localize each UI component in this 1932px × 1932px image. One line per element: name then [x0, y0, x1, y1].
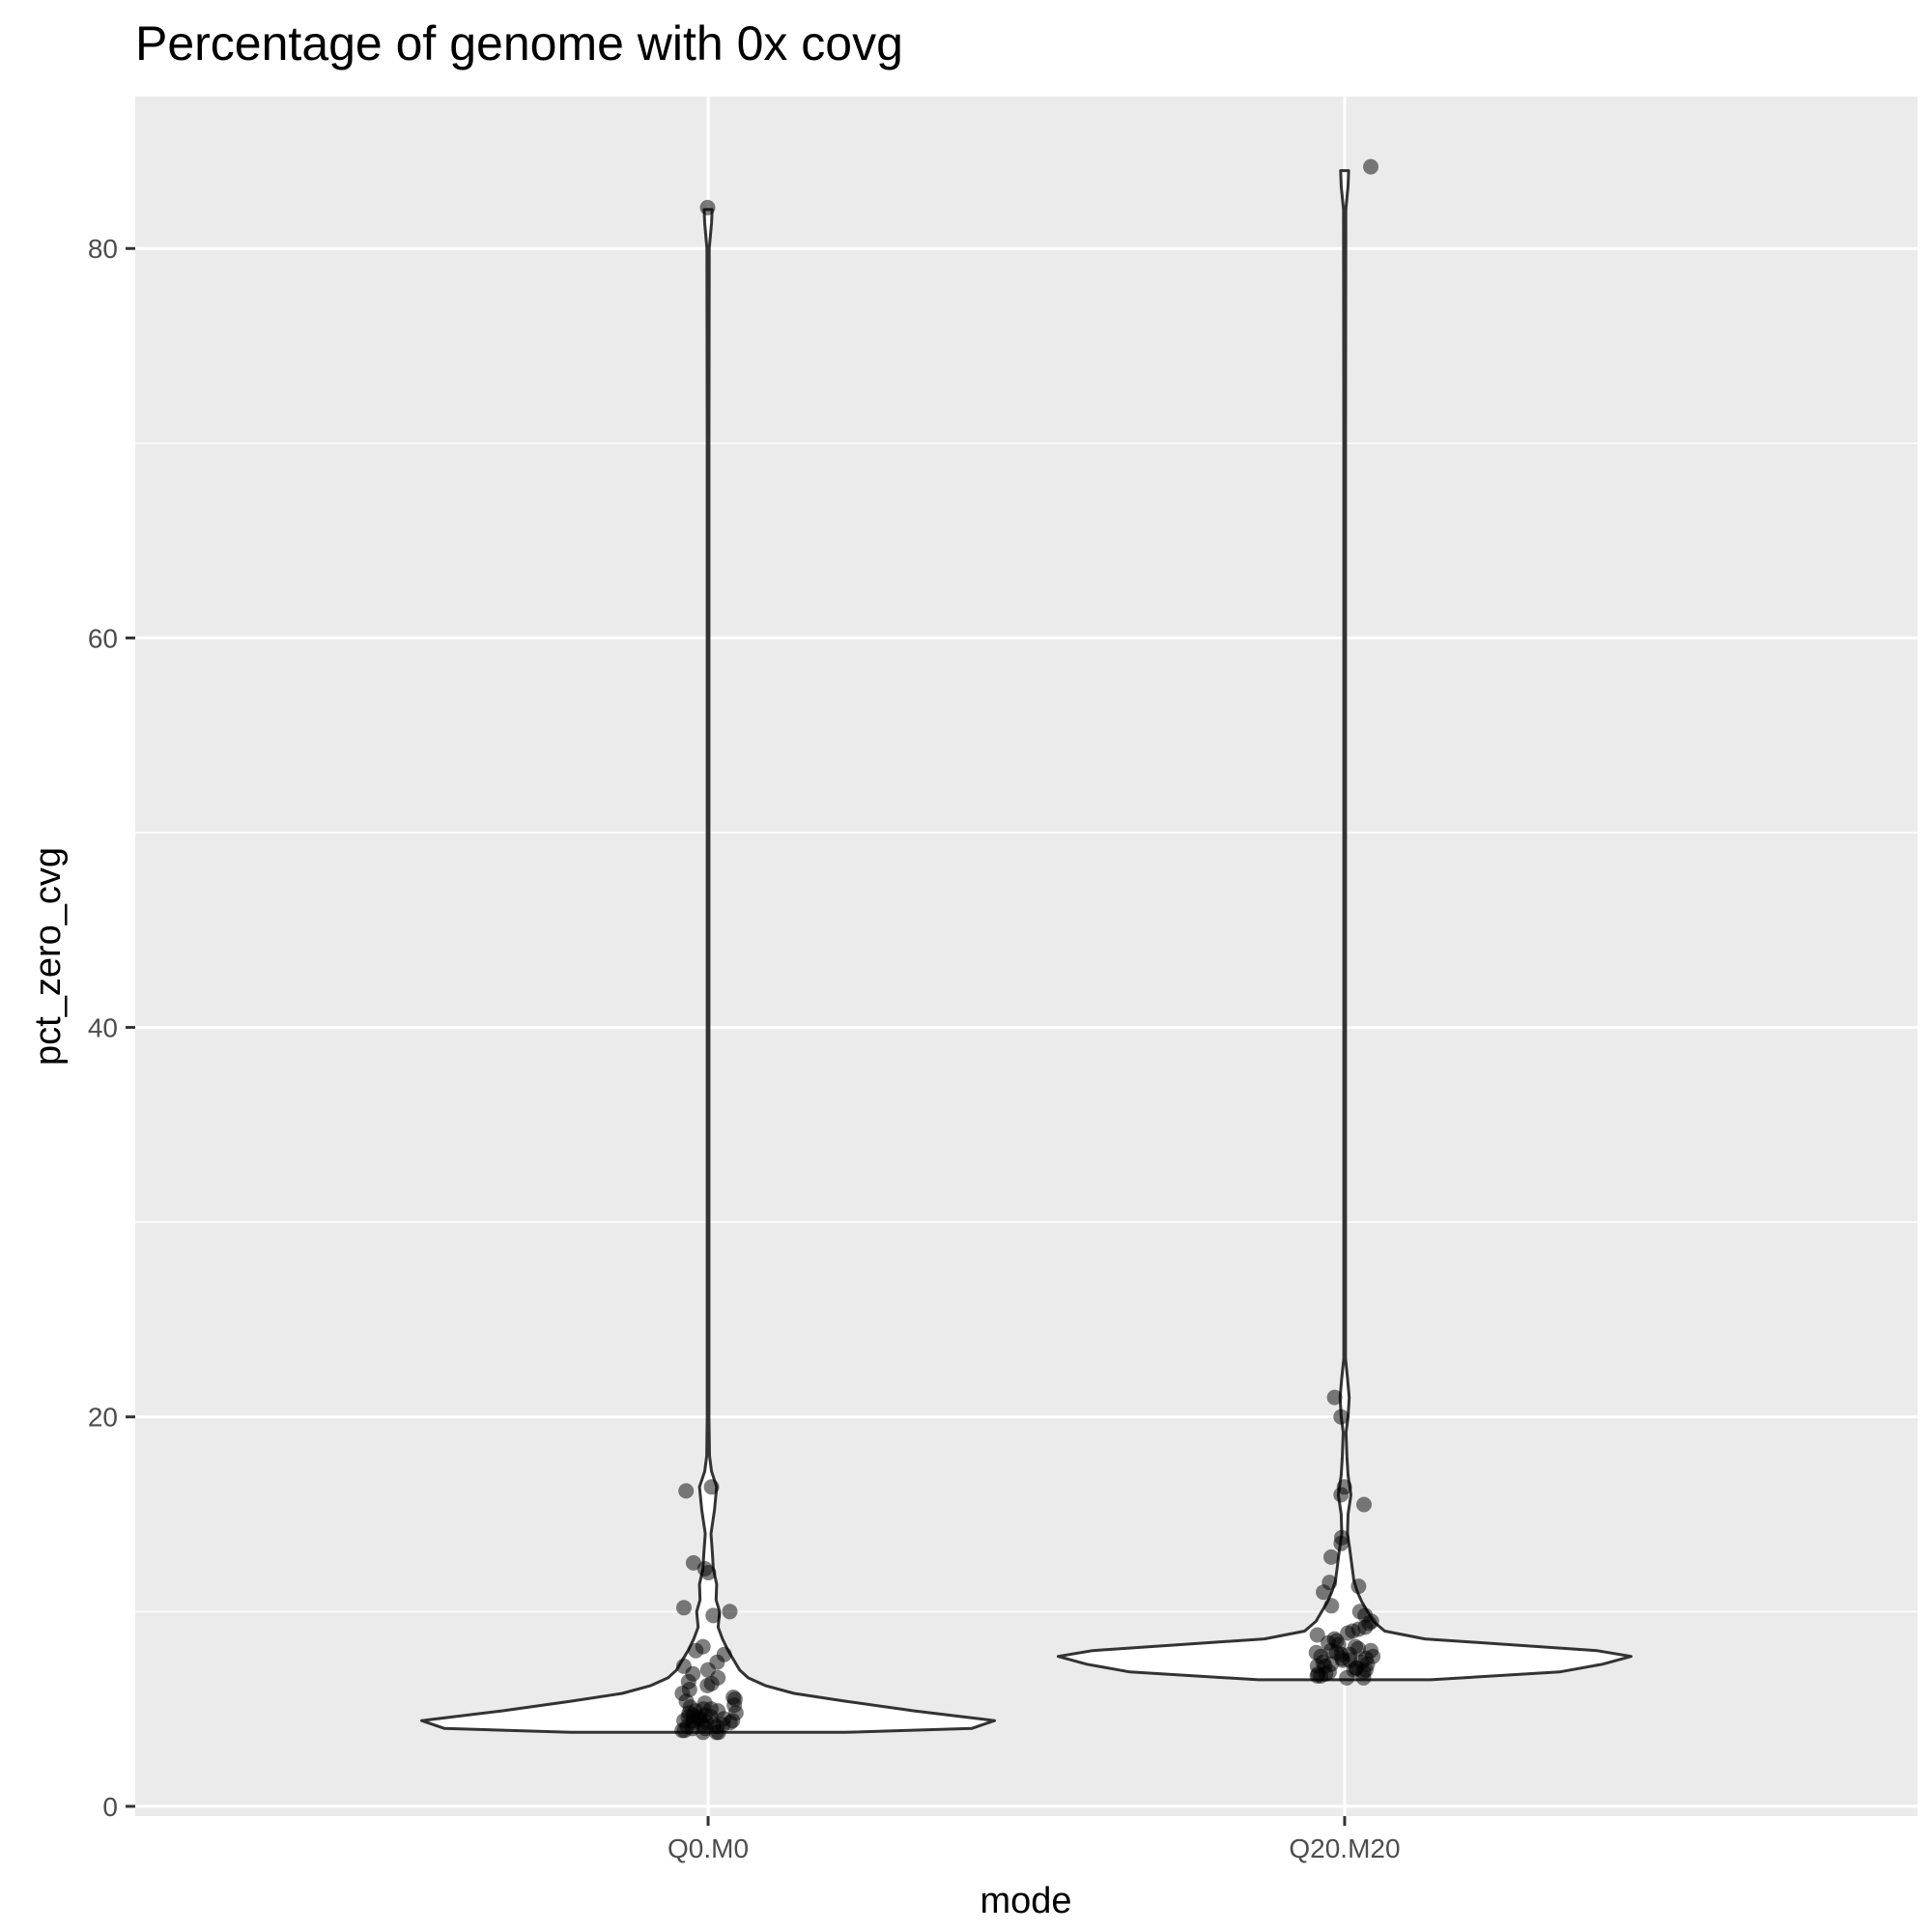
data-point	[1355, 1669, 1372, 1686]
data-point	[1339, 1669, 1355, 1686]
data-point	[1350, 1578, 1367, 1595]
data-point	[1316, 1584, 1332, 1601]
jitter-points	[674, 158, 1381, 1741]
data-point	[1363, 158, 1378, 175]
data-point	[722, 1604, 738, 1620]
data-point	[700, 1565, 717, 1580]
y-tick-label: 0	[102, 1792, 118, 1822]
data-point	[685, 1554, 701, 1571]
data-point	[1309, 1627, 1325, 1643]
y-axis-title: pct_zero_cvg	[28, 847, 69, 1065]
x-axis-title: mode	[980, 1881, 1071, 1921]
data-point	[708, 1724, 724, 1741]
y-tick-label: 80	[88, 234, 118, 264]
data-point	[1356, 1496, 1372, 1513]
data-point	[678, 1483, 695, 1499]
y-axis: 0 20 40 60 80	[88, 234, 135, 1822]
x-tick-label: Q20.M20	[1289, 1833, 1400, 1863]
plot-panel	[135, 97, 1918, 1816]
data-point	[1333, 1535, 1350, 1551]
x-tick-label: Q0.M0	[668, 1833, 749, 1863]
data-point	[676, 1600, 692, 1616]
data-point	[1340, 1625, 1356, 1641]
data-point	[688, 1642, 704, 1659]
data-point	[1323, 1598, 1340, 1614]
y-tick-label: 20	[88, 1403, 118, 1433]
data-point	[699, 1677, 716, 1693]
y-tick-label: 40	[88, 1013, 118, 1043]
chart-title: Percentage of genome with 0x covg	[135, 16, 903, 71]
data-point	[1335, 1652, 1351, 1668]
data-point	[1326, 1389, 1343, 1406]
data-point	[674, 1722, 691, 1739]
data-point	[695, 1724, 711, 1741]
data-point	[705, 1607, 722, 1624]
data-point	[699, 199, 716, 215]
x-axis: Q0.M0 Q20.M20	[668, 1816, 1401, 1863]
data-point	[1323, 1548, 1339, 1565]
data-point	[1309, 1667, 1325, 1684]
y-tick-label: 60	[88, 623, 118, 653]
data-point	[703, 1479, 720, 1495]
data-point	[1333, 1408, 1350, 1425]
minor-gridlines	[135, 442, 1918, 1613]
data-point	[1333, 1487, 1350, 1503]
violin-Q20.M20	[1056, 169, 1633, 1682]
